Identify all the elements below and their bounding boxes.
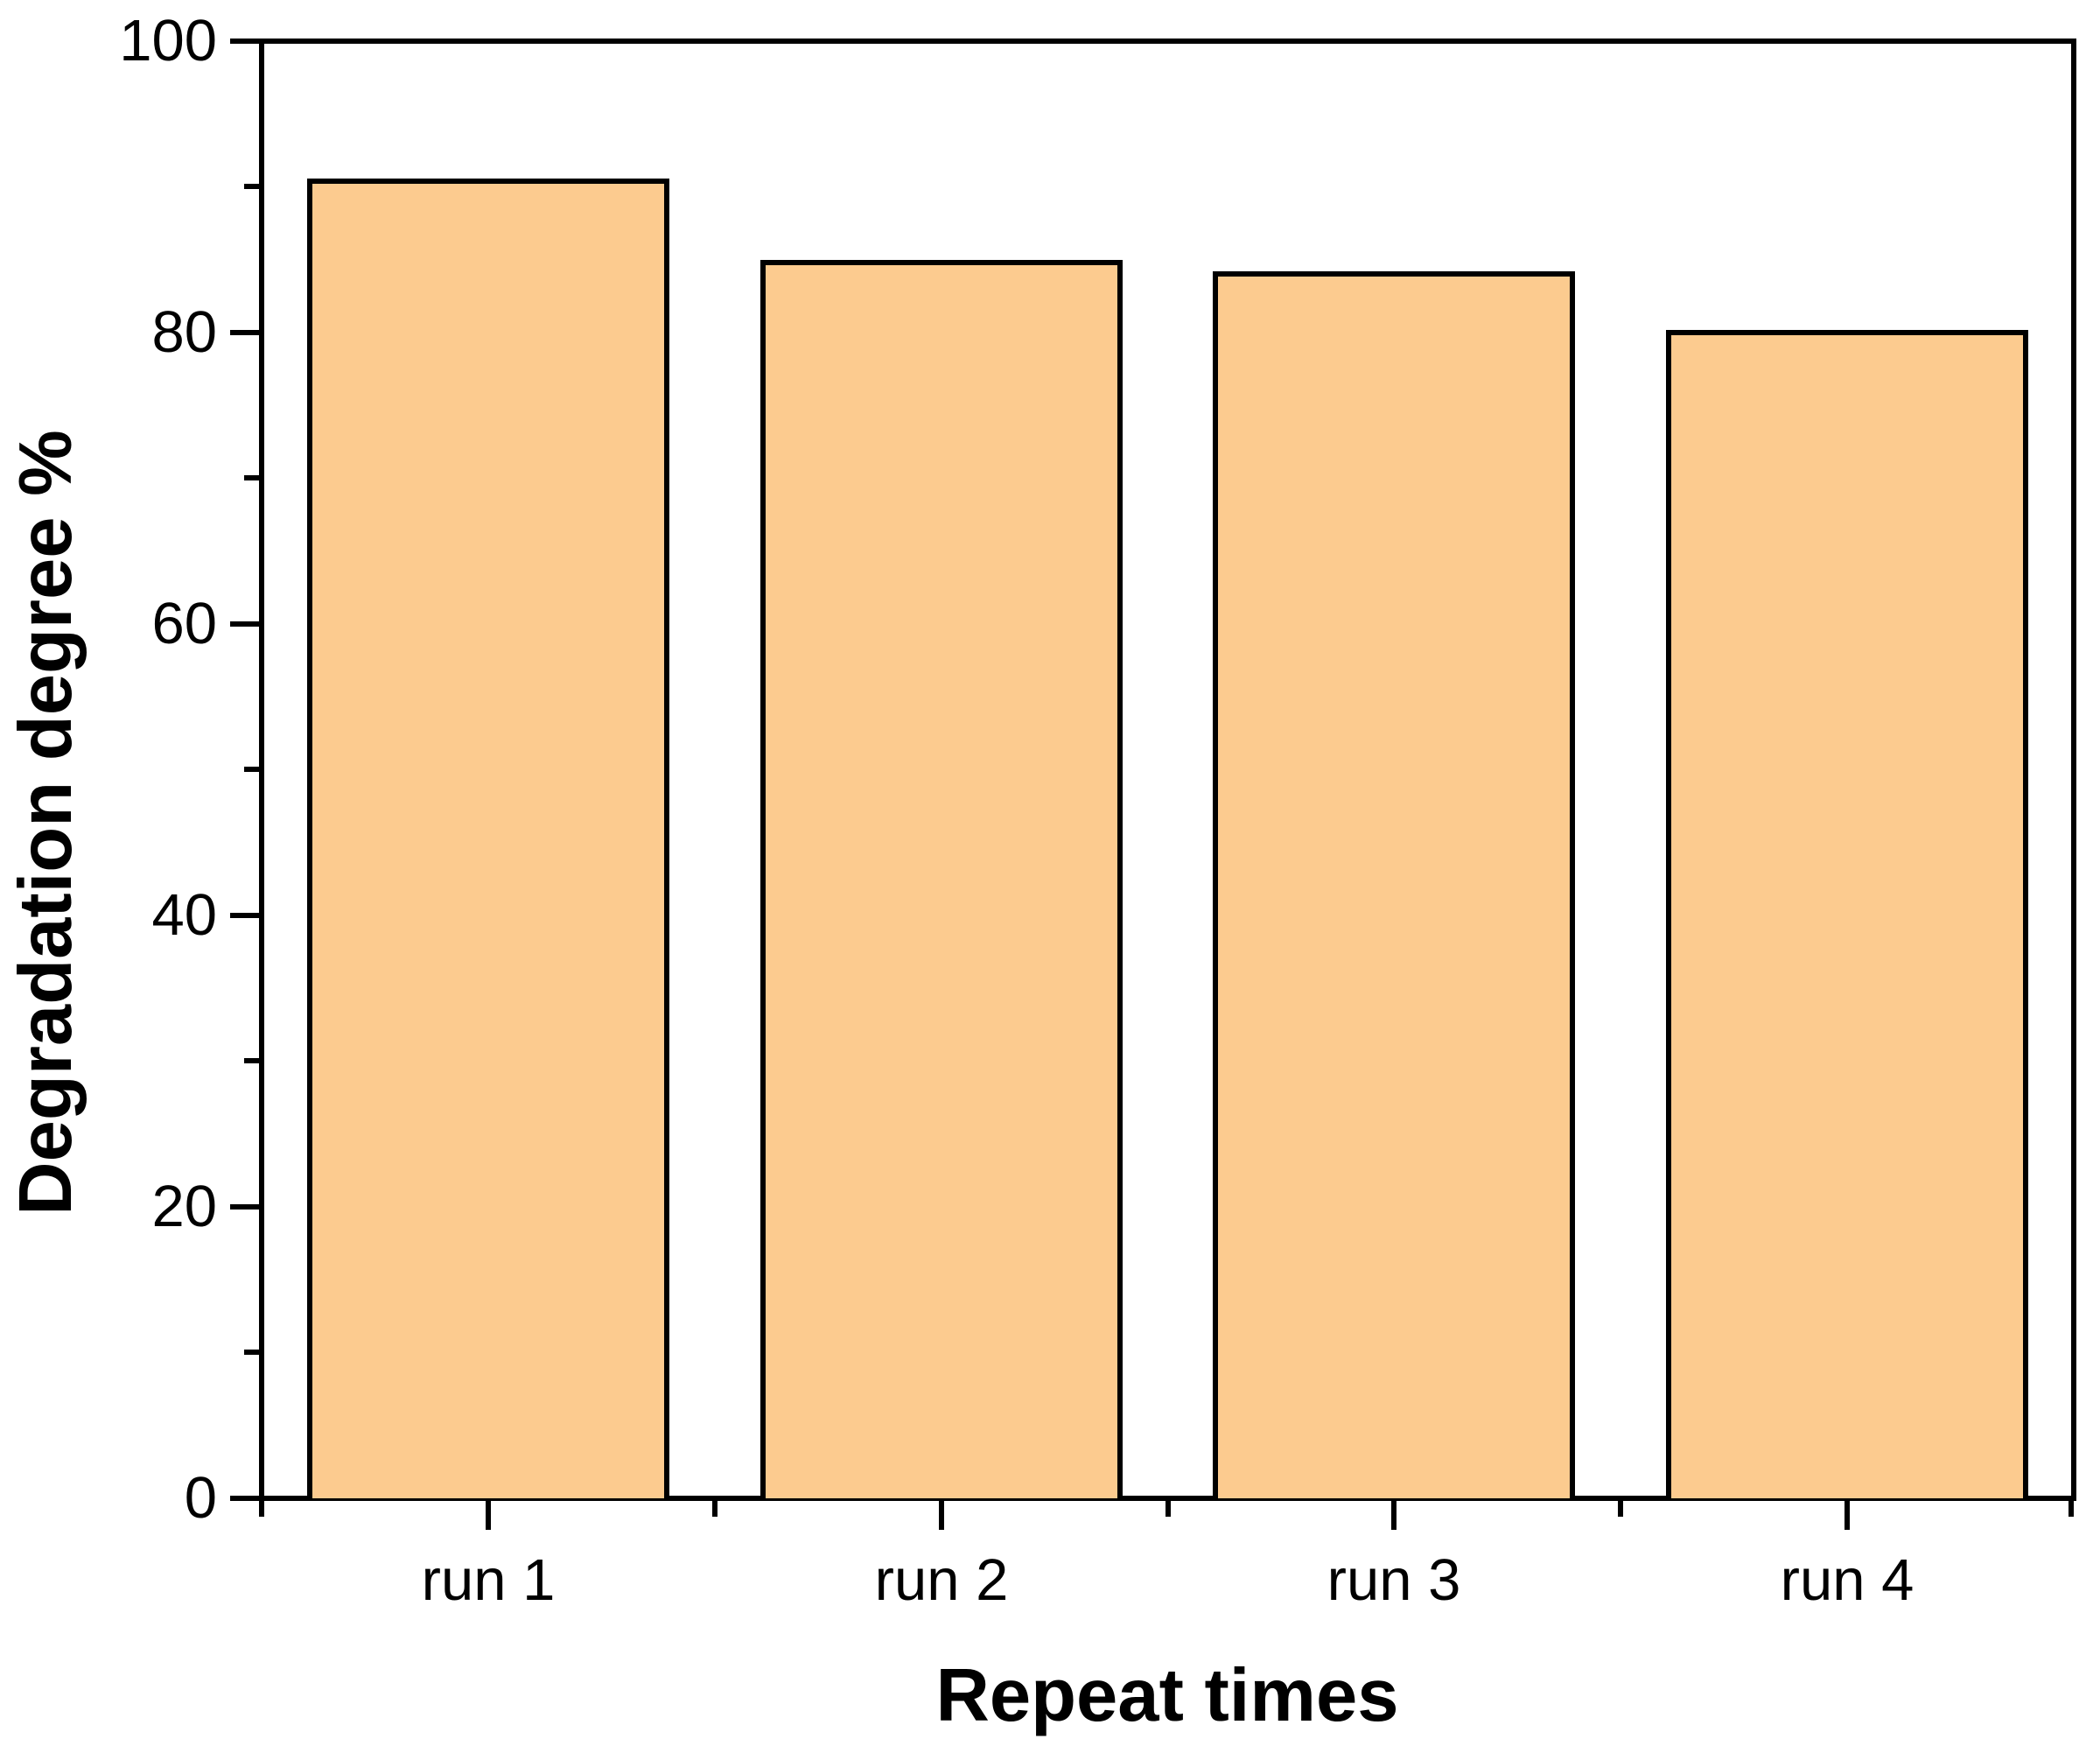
y-minor-tick	[244, 1058, 262, 1063]
y-minor-tick	[244, 475, 262, 480]
y-major-tick	[230, 330, 262, 335]
bar-run-1	[306, 178, 669, 1498]
y-axis-title: Degradation degree %	[4, 430, 88, 1216]
x-tick-label: run 1	[421, 1547, 556, 1613]
y-tick-label: 20	[151, 1174, 217, 1239]
y-major-tick	[230, 621, 262, 627]
bar-run-2	[760, 259, 1123, 1498]
x-major-tick	[1391, 1501, 1396, 1530]
bar-slot-run-1	[262, 41, 715, 1498]
y-tick-label: 0	[184, 1465, 217, 1531]
bar-run-3	[1213, 271, 1576, 1498]
bar-slot-run-3	[1168, 41, 1621, 1498]
y-major-tick	[230, 1496, 262, 1501]
bar-slot-run-4	[1620, 41, 2074, 1498]
y-minor-tick	[244, 184, 262, 189]
x-minor-tick	[1166, 1501, 1171, 1517]
x-minor-tick	[1618, 1501, 1623, 1517]
y-major-tick	[230, 1204, 262, 1210]
x-axis-title: Repeat times	[935, 1654, 1399, 1737]
x-minor-tick	[712, 1501, 718, 1517]
x-major-tick	[486, 1501, 491, 1530]
y-minor-tick	[244, 767, 262, 772]
x-tick-label: run 4	[1780, 1547, 1914, 1613]
y-tick-label: 40	[151, 882, 217, 948]
bars-layer	[262, 41, 2074, 1498]
plot-frame	[259, 39, 2076, 1501]
y-major-tick	[230, 39, 262, 44]
x-minor-tick	[259, 1501, 264, 1517]
x-minor-tick	[2068, 1501, 2074, 1517]
y-major-tick	[230, 913, 262, 918]
bar-slot-run-2	[715, 41, 1168, 1498]
x-tick-label: run 3	[1326, 1547, 1461, 1613]
x-major-tick	[1844, 1501, 1850, 1530]
y-tick-label: 100	[119, 8, 217, 74]
x-major-tick	[939, 1501, 944, 1530]
y-tick-label: 60	[151, 591, 217, 656]
y-minor-tick	[244, 1350, 262, 1355]
x-tick-label: run 2	[874, 1547, 1009, 1613]
bar-run-4	[1666, 329, 2029, 1498]
y-tick-label: 80	[151, 299, 217, 365]
